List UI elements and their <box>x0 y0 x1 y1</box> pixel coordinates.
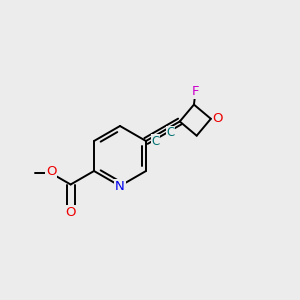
Text: O: O <box>46 165 56 178</box>
Text: O: O <box>65 206 76 219</box>
Text: C: C <box>151 135 160 148</box>
Text: C: C <box>166 127 174 140</box>
Text: F: F <box>191 85 199 98</box>
Text: O: O <box>212 112 223 125</box>
Text: N: N <box>115 179 125 193</box>
